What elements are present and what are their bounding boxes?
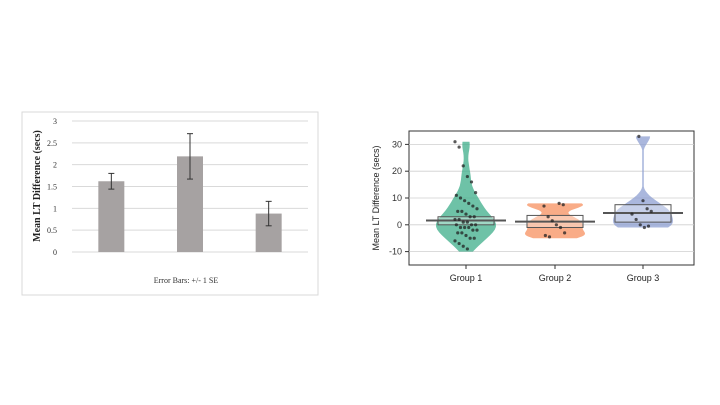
violin-chart-y-ticks: -10 0 10 20 30: [389, 139, 409, 257]
violin-chart-point: [463, 199, 467, 203]
violin-chart-points: [453, 134, 653, 251]
bar-chart-x-axis-label: Error Bars: +/- 1 SE: [154, 276, 219, 285]
bar-chart-y-ticks: 0 0.5 1 1.5 2 2.5 3: [47, 117, 57, 257]
bar-chart-y-tick-label: 2.5: [47, 139, 57, 148]
violin-chart-point: [563, 231, 567, 235]
violin-chart-point: [457, 217, 461, 222]
violin-chart-point: [646, 224, 651, 228]
violin-chart-point: [453, 239, 457, 243]
bar-chart-frame: [21, 111, 319, 296]
violin-chart-point: [454, 223, 458, 227]
violin-chart-point: [474, 223, 478, 227]
violin-chart-point: [554, 223, 558, 227]
violin-chart-point: [547, 235, 552, 239]
violin-chart-point: [561, 203, 565, 207]
violin-chart-point: [472, 215, 476, 219]
violin-chart-point: [465, 247, 469, 251]
violin-chart-point: [458, 196, 463, 200]
violin-chart-point: [457, 145, 461, 149]
violin-chart: -10 0 10 20 30 Group 1 Group 2 Group 3 Mean LT…: [371, 130, 695, 283]
violin-chart-x-tick-label: Group 2: [539, 273, 572, 283]
violin-chart-y-tick-label: 10: [392, 193, 402, 203]
violin-chart-point: [456, 209, 460, 213]
violin-chart-point: [634, 217, 638, 222]
violin-chart-point: [461, 220, 465, 224]
violin-chart-point: [458, 225, 463, 230]
bar-chart-error-bars: [108, 133, 272, 227]
violin-chart-x-ticks: Group 1 Group 2 Group 3: [450, 265, 660, 283]
violin-chart-point: [460, 231, 464, 235]
violin-chart-point: [641, 199, 645, 203]
violin-chart-point: [467, 225, 471, 230]
violin-chart-point: [645, 207, 649, 211]
violin-chart-point: [467, 201, 471, 205]
violin-chart-point: [642, 225, 646, 230]
bar-chart-bar: [98, 181, 125, 252]
violin-chart-point: [468, 236, 472, 240]
violin-chart-y-tick-label: 20: [392, 166, 402, 176]
violin-chart-point: [453, 217, 457, 222]
violin-chart-x-tick-label: Group 3: [627, 273, 660, 283]
violin-chart-point: [460, 209, 464, 213]
violin-chart-point: [649, 209, 653, 213]
bar-chart-y-tick-label: 3: [53, 117, 57, 126]
bar-chart-y-tick-label: 1: [53, 204, 57, 213]
violin-chart-y-tick-label: 0: [397, 220, 402, 230]
violin-chart-point: [557, 201, 561, 205]
violin-chart-y-axis-label: Mean LT Difference (secs): [371, 145, 381, 250]
violin-chart-point: [475, 228, 479, 232]
violin-chart-y-tick-label: -10: [389, 247, 402, 257]
violin-chart-x-tick-label: Group 1: [450, 273, 483, 283]
bar-chart-y-axis-label: Mean LT Difference (secs): [32, 130, 43, 242]
violin-chart-point: [464, 212, 468, 216]
bar-chart-y-tick-label: 1.5: [47, 183, 57, 192]
violin-chart-point: [465, 174, 469, 179]
violin-chart-y-tick-label: 30: [392, 139, 402, 149]
violin-chart-point: [472, 236, 476, 240]
violin-chart-point: [542, 204, 546, 208]
violin-chart-point: [471, 228, 475, 232]
violin-chart-point: [550, 219, 554, 223]
violin-chart-point: [471, 204, 475, 208]
violin-chart-point: [630, 212, 634, 216]
bar-chart: 00.511.522.53 Mean LT Difference (secs) …: [21, 111, 319, 296]
violin-chart-point: [637, 134, 641, 138]
violin-chart-point: [469, 223, 474, 227]
violin-chart-point: [461, 244, 465, 248]
violin-chart-point: [465, 220, 469, 224]
violin-chart-point: [558, 225, 563, 230]
violin-chart-point: [453, 140, 457, 144]
violin-chart-point: [546, 215, 550, 219]
bar-chart-y-tick-label: 2: [53, 161, 57, 170]
violin-chart-point: [474, 191, 478, 195]
violin-chart-point: [457, 241, 461, 246]
violin-chart-point: [464, 233, 468, 238]
violin-chart-point: [468, 215, 472, 219]
violin-chart-point: [454, 193, 458, 197]
violin-chart-point: [461, 164, 465, 168]
violin-chart-point: [475, 207, 479, 211]
violin-chart-boxes: [426, 204, 683, 228]
violin-chart-point: [543, 233, 547, 238]
violin-shape: [436, 141, 496, 252]
violin-chart-point: [638, 223, 642, 227]
bar-chart-y-tick-label: 0: [53, 248, 57, 257]
violin-chart-point: [456, 231, 460, 235]
bar-chart-y-tick-label: 0.5: [47, 226, 57, 235]
violin-chart-point: [469, 180, 474, 184]
violin-chart-point: [463, 225, 467, 230]
